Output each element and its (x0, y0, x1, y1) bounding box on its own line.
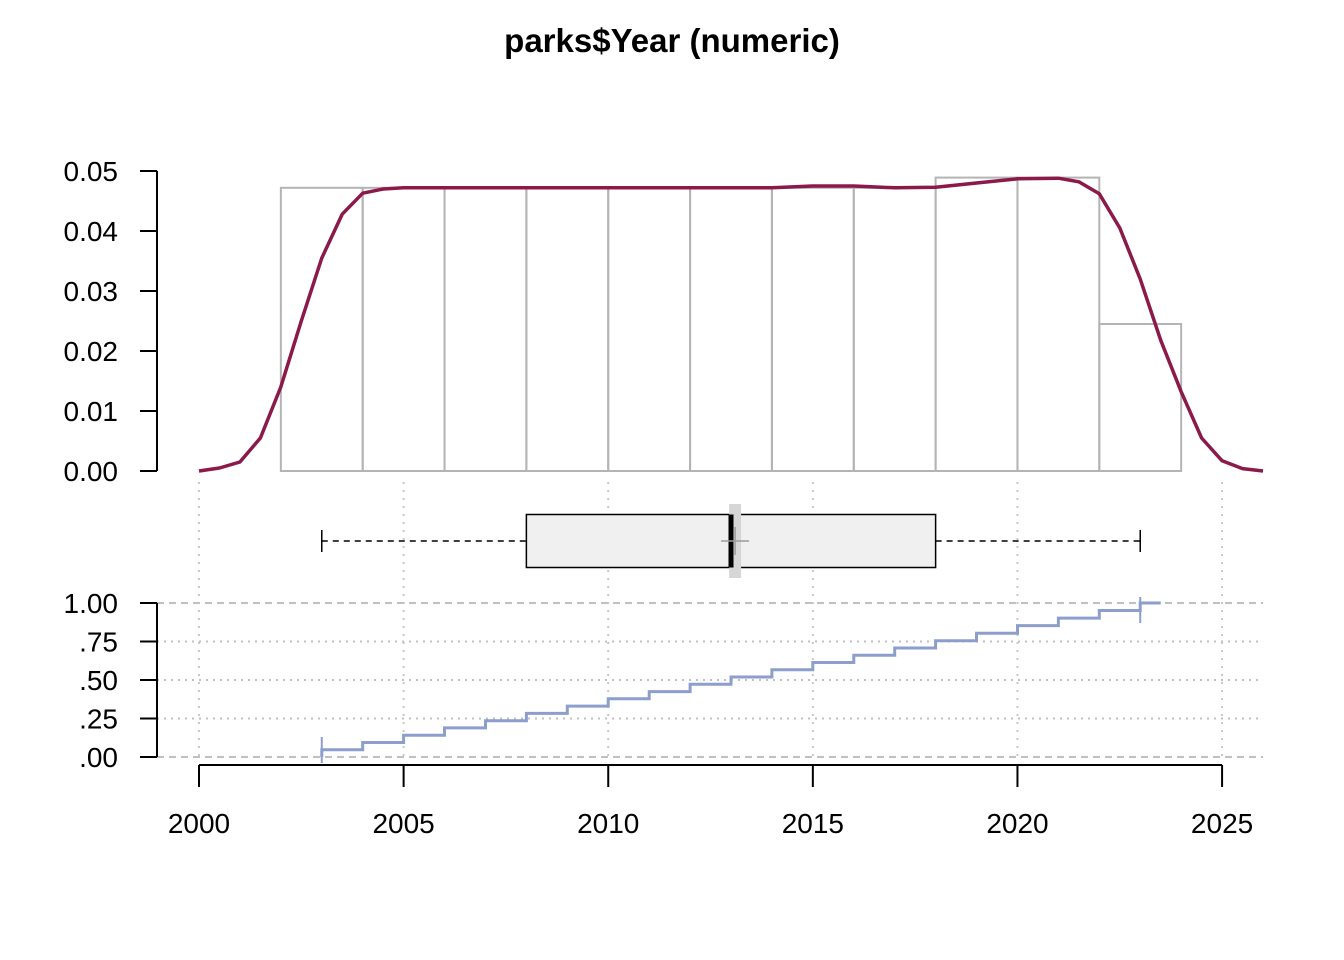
density-y-tick-label: 0.01 (64, 396, 119, 427)
histogram-bar (607, 186, 692, 473)
histogram-bar (934, 176, 1019, 472)
density-y-tick-label: 0.05 (64, 156, 119, 187)
density-y-tick-label: 0.00 (64, 456, 119, 487)
ecdf-y-tick-label: .75 (79, 627, 118, 658)
density-y-tick-label: 0.03 (64, 276, 119, 307)
ecdf-y-tick-label: .00 (79, 742, 118, 773)
histogram-bar (689, 186, 773, 473)
ecdf-y-tick-label: .25 (79, 704, 118, 735)
ecdf-step-line (320, 601, 1161, 758)
chart-title: parks$Year (numeric) (504, 22, 840, 59)
histogram-bar (852, 186, 937, 473)
density-y-tick-label: 0.02 (64, 336, 119, 367)
histogram-bar (443, 186, 528, 473)
ecdf-y-tick-label: 1.00 (64, 588, 119, 619)
x-tick-label: 2020 (986, 808, 1048, 839)
histogram-bar (1098, 323, 1183, 472)
x-tick-label: 2005 (372, 808, 434, 839)
ecdf-y-tick-label: .50 (79, 665, 118, 696)
density-curve (198, 176, 1264, 473)
histogram-bar (279, 186, 364, 473)
x-tick-label: 2010 (577, 808, 639, 839)
x-tick-label: 2025 (1191, 808, 1253, 839)
histogram-bar (770, 186, 855, 473)
histogram-bar (361, 186, 446, 473)
histogram-bar (525, 186, 610, 473)
x-tick-label: 2015 (782, 808, 844, 839)
x-tick-label: 2000 (168, 808, 230, 839)
histogram-bar (1016, 176, 1101, 472)
density-y-tick-label: 0.04 (64, 216, 119, 247)
